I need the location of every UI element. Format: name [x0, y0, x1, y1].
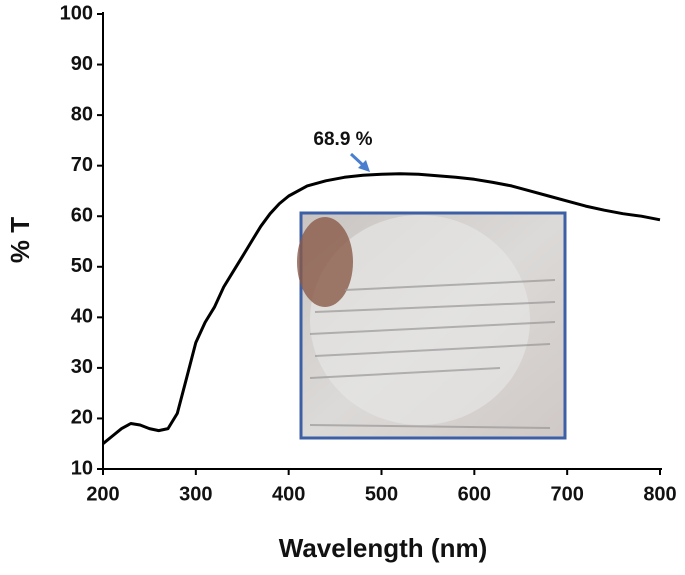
x-tick-label: 400 [272, 483, 305, 505]
y-tick-label: 70 [71, 154, 93, 176]
line [102, 172, 661, 445]
annotation: 68.9 % [313, 129, 372, 150]
x-axis-label: Wavelength (nm) [279, 533, 487, 563]
y-tick-label: 50 [71, 255, 93, 277]
y-axis-label: % T [5, 217, 35, 263]
y-tick-label: 20 [71, 407, 93, 429]
x-tick-label: 800 [643, 483, 676, 505]
x-tick-label: 500 [365, 483, 398, 505]
x-tick-label: 600 [458, 483, 491, 505]
y-tick-label: 40 [71, 306, 93, 328]
x-tick-label: 200 [86, 483, 119, 505]
y-tick-label: 30 [71, 356, 93, 378]
annotation-arrow [349, 152, 370, 172]
x-tick-label: 300 [179, 483, 212, 505]
y-tick-label: 60 [71, 205, 93, 227]
inset-photo [297, 211, 567, 440]
x-tick-label: 700 [550, 483, 583, 505]
y-tick-label: 100 [60, 2, 93, 24]
y-tick-label: 10 [71, 457, 93, 479]
y-tick-label: 90 [71, 53, 93, 75]
y-tick-label: 80 [71, 103, 93, 125]
